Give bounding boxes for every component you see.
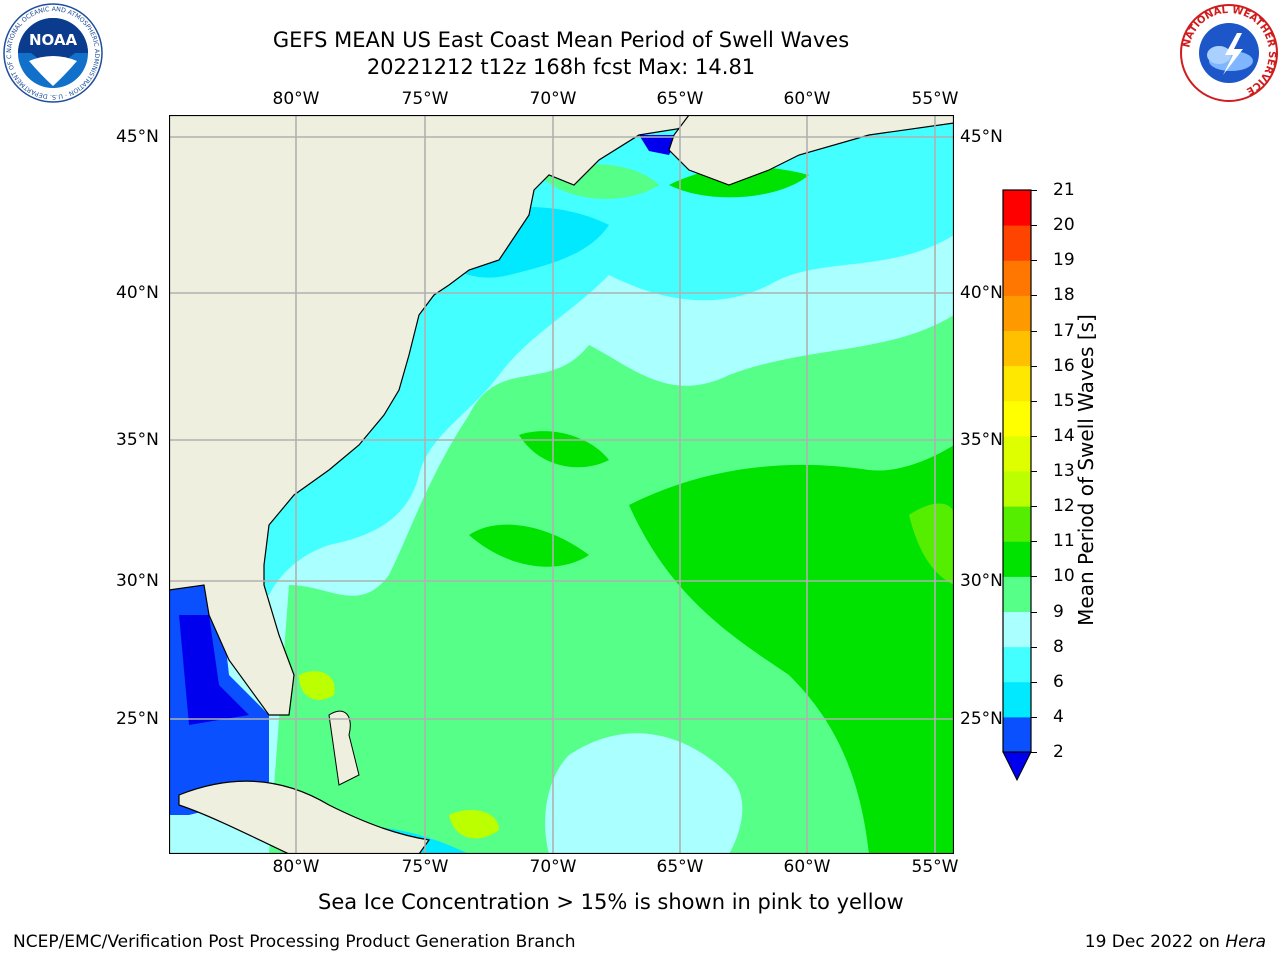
footer-date-text: 19 Dec 2022 on: [1084, 932, 1226, 952]
colorbar-tick-label: 9: [1053, 601, 1064, 622]
colorbar-tick-mark: [1031, 681, 1037, 683]
colorbar-tick-label: 15: [1053, 390, 1075, 411]
lat-label-left: 30°N: [116, 571, 159, 591]
colorbar-segment: [1003, 471, 1031, 507]
colorbar-tick-label: 16: [1053, 355, 1075, 376]
lat-label-left: 40°N: [116, 283, 159, 303]
colorbar-segment: [1003, 225, 1031, 261]
colorbar-segment: [1003, 190, 1031, 226]
footer-credit: NCEP/EMC/Verification Post Processing Pr…: [13, 932, 576, 952]
lat-label-right: 35°N: [960, 430, 1003, 450]
lon-label-bottom: 80°W: [272, 857, 320, 877]
lat-label-left: 25°N: [116, 709, 159, 729]
colorbar-under-arrow: [1002, 751, 1032, 782]
lon-label-bottom: 60°W: [783, 857, 831, 877]
colorbar-segment: [1003, 260, 1031, 296]
colorbar-label: Mean Period of Swell Waves [s]: [1074, 314, 1098, 626]
colorbar-tick-mark: [1031, 471, 1037, 472]
lat-label-right: 25°N: [960, 709, 1003, 729]
footer-host: Hera: [1225, 932, 1266, 952]
colorbar-segment: [1003, 646, 1031, 683]
sea-ice-caption: Sea Ice Concentration > 15% is shown in …: [318, 890, 904, 914]
colorbar-tick-mark: [1031, 506, 1037, 508]
colorbar-tick-mark: [1031, 295, 1037, 297]
swell-zone-10-11: [629, 445, 954, 854]
colorbar-segment: [1003, 435, 1031, 472]
lon-label-top: 65°W: [656, 89, 704, 109]
graticule: [169, 115, 954, 854]
lat-label-left: 35°N: [116, 430, 159, 450]
colorbar-segment: [1003, 576, 1031, 612]
lon-label-top: 60°W: [783, 89, 831, 109]
swell-zone-10-11-west: [469, 524, 589, 567]
lon-label-bottom: 55°W: [911, 857, 959, 877]
colorbar-segment: [1003, 330, 1031, 367]
colorbar-tick-label: 17: [1053, 320, 1075, 341]
colorbar-tick-mark: [1031, 435, 1037, 437]
colorbar-tick-mark: [1031, 646, 1037, 648]
colorbar-segment: [1003, 681, 1031, 718]
noaa-logo: NATIONAL OCEANIC AND ATMOSPHERIC ADMINIS…: [3, 3, 103, 103]
lon-label-top: 70°W: [529, 89, 577, 109]
colorbar-tick-label: 2: [1053, 742, 1064, 762]
lon-label-bottom: 65°W: [656, 857, 704, 877]
map-frame: [169, 115, 954, 854]
colorbar-tick-mark: [1031, 576, 1037, 578]
colorbar-tick-mark: [1031, 541, 1037, 543]
swell-zone-12-13-south: [449, 810, 499, 839]
land-north-america: [169, 115, 690, 716]
colorbar-tick-mark: [1031, 611, 1037, 613]
land-cuba: [178, 780, 431, 854]
colorbar-tick-mark: [1031, 365, 1037, 367]
colorbar-tick-label: 10: [1053, 566, 1075, 587]
nws-logo: NATIONAL WEATHER SERVICE: [1180, 4, 1278, 102]
colorbar-tick-label: 8: [1053, 636, 1064, 657]
colorbar-segment: [1003, 295, 1031, 331]
colorbar-tick-label: 14: [1053, 425, 1075, 446]
colorbar-tick-label: 21: [1053, 180, 1075, 200]
colorbar-segment: [1003, 611, 1031, 648]
colorbar-tick-mark: [1031, 752, 1037, 753]
footer-date: 19 Dec 2022 on Hera: [1085, 932, 1266, 952]
chart-title: GEFS MEAN US East Coast Mean Period of S…: [272, 28, 850, 52]
map-panel: [169, 115, 954, 854]
colorbar-tick-label: 19: [1053, 250, 1075, 271]
swell-zone-below-2: [179, 615, 249, 725]
colorbar-tick-label: 12: [1053, 496, 1075, 517]
noaa-logo-text: NOAA: [29, 31, 78, 49]
colorbar-tick-label: 20: [1053, 215, 1075, 236]
colorbar-segment: [1003, 716, 1031, 753]
lat-label-right: 30°N: [960, 571, 1003, 591]
colorbar-tick-label: 4: [1053, 706, 1064, 727]
colorbar-tick-label: 18: [1053, 285, 1075, 306]
land-nova-scotia: [668, 115, 954, 186]
colorbar-tick-label: 11: [1053, 531, 1075, 552]
colorbar-tick-mark: [1031, 716, 1037, 718]
lon-label-top: 75°W: [401, 89, 449, 109]
colorbar-segment: [1003, 365, 1031, 402]
colorbar-tick-mark: [1031, 400, 1037, 402]
colorbar-segment: [1003, 400, 1031, 437]
lon-label-bottom: 75°W: [401, 857, 449, 877]
lat-label-left: 45°N: [116, 127, 159, 147]
swell-zone-8-9-south: [545, 733, 743, 854]
colorbar: [1002, 189, 1032, 782]
lon-label-top: 55°W: [911, 89, 959, 109]
lon-label-top: 80°W: [272, 89, 320, 109]
colorbar-tick-mark: [1031, 225, 1037, 227]
lat-label-right: 45°N: [960, 127, 1003, 147]
colorbar-segment: [1003, 506, 1031, 542]
swell-zone-12-13: [299, 671, 335, 700]
chart-subtitle: 20221212 t12z 168h fcst Max: 14.81: [366, 55, 756, 79]
lon-label-bottom: 70°W: [529, 857, 577, 877]
colorbar-tick-mark: [1031, 330, 1037, 332]
colorbar-tick-label: 6: [1053, 671, 1064, 692]
lat-label-right: 40°N: [960, 283, 1003, 303]
colorbar-tick-mark: [1031, 260, 1037, 262]
swell-zone-11-12: [909, 503, 954, 585]
colorbar-tick-mark: [1031, 190, 1037, 191]
colorbar-tick-label: 13: [1053, 461, 1075, 481]
colorbar-segment: [1003, 541, 1031, 577]
